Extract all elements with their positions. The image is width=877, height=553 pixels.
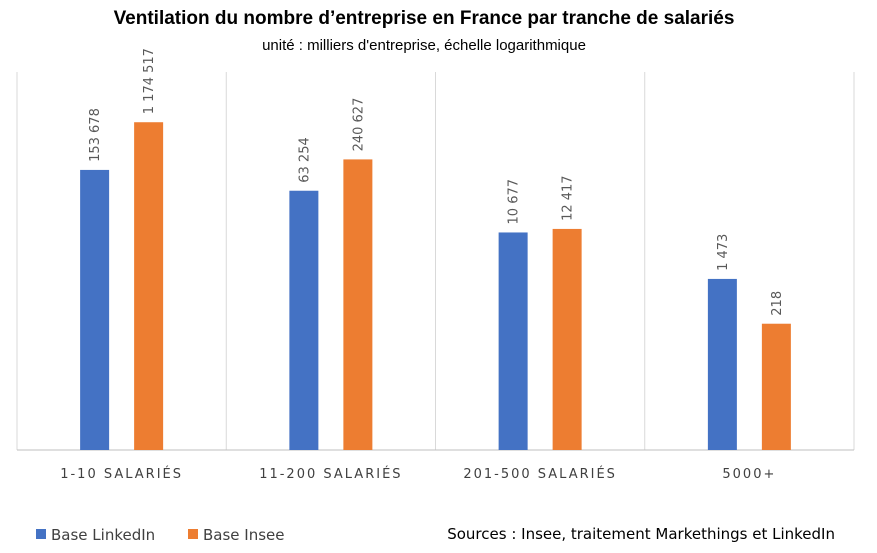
- bar: [552, 228, 582, 450]
- bar: [289, 190, 319, 450]
- data-label: 153 678: [88, 108, 103, 162]
- category-label: 5000+: [722, 467, 776, 482]
- category-axis: 1-10 SALARIÉS 11-200 SALARIÉS 201-500 SALA…: [60, 466, 776, 482]
- data-label: 12 417: [561, 175, 576, 221]
- bar: [80, 169, 110, 450]
- bar: [707, 278, 737, 450]
- category-label: 201-500 SALARIÉS: [463, 466, 617, 482]
- category-label: 1-10 SALARIÉS: [60, 466, 183, 482]
- chart-subtitle: unité : milliers d'entreprise, échelle l…: [262, 37, 586, 54]
- legend-swatch-linkedin: [36, 529, 46, 539]
- chart-title: Ventilation du nombre d’entreprise en Fr…: [114, 8, 735, 29]
- plot-labels: 153 678 1 174 517 63 254 240 627 10 677 12 41…: [88, 48, 785, 316]
- bar: [343, 159, 373, 450]
- bar: [134, 122, 164, 450]
- source-note: Sources : Insee, traitement Markethings …: [447, 525, 835, 543]
- data-label: 1 473: [716, 234, 731, 271]
- data-label: 1 174 517: [142, 48, 157, 114]
- legend-label-insee: Base Insee: [203, 526, 285, 544]
- legend-swatch-insee: [188, 529, 198, 539]
- data-label: 240 627: [351, 98, 366, 152]
- legend: Base LinkedIn Base Insee: [36, 526, 285, 544]
- data-label: 10 677: [507, 179, 522, 225]
- plot-bars: [80, 122, 791, 450]
- bar: [498, 232, 528, 450]
- data-label: 63 254: [297, 137, 312, 183]
- bar: [761, 323, 791, 450]
- category-label: 11-200 SALARIÉS: [259, 466, 402, 482]
- legend-label-linkedin: Base LinkedIn: [51, 526, 155, 544]
- data-label: 218: [770, 291, 785, 316]
